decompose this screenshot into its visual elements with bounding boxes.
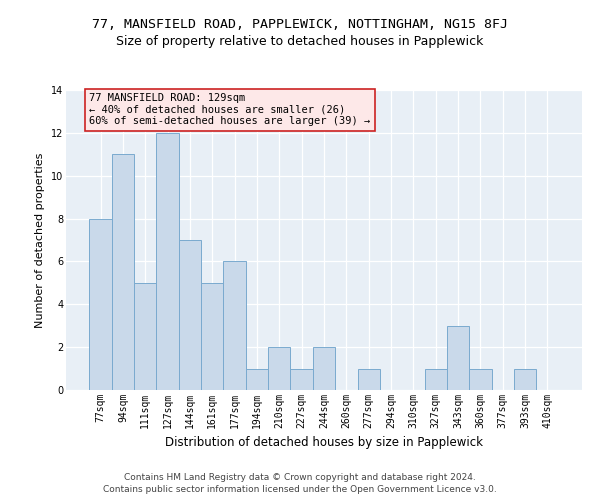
Bar [157,133,179,390]
Bar [201,283,223,390]
Text: 77 MANSFIELD ROAD: 129sqm
← 40% of detached houses are smaller (26)
60% of semi-: 77 MANSFIELD ROAD: 129sqm ← 40% of detac… [89,93,371,126]
Bar [425,368,447,390]
Bar [313,347,335,390]
X-axis label: Distribution of detached houses by size in Papplewick: Distribution of detached houses by size … [165,436,483,450]
Bar [223,262,246,390]
Bar [469,368,491,390]
Bar [134,283,157,390]
Text: Contains HM Land Registry data © Crown copyright and database right 2024.
Contai: Contains HM Land Registry data © Crown c… [103,472,497,494]
Bar [112,154,134,390]
Bar [514,368,536,390]
Bar [179,240,201,390]
Text: Size of property relative to detached houses in Papplewick: Size of property relative to detached ho… [116,35,484,48]
Bar [89,218,112,390]
Y-axis label: Number of detached properties: Number of detached properties [35,152,45,328]
Bar [290,368,313,390]
Bar [358,368,380,390]
Bar [246,368,268,390]
Text: 77, MANSFIELD ROAD, PAPPLEWICK, NOTTINGHAM, NG15 8FJ: 77, MANSFIELD ROAD, PAPPLEWICK, NOTTINGH… [92,18,508,30]
Bar [268,347,290,390]
Bar [447,326,469,390]
